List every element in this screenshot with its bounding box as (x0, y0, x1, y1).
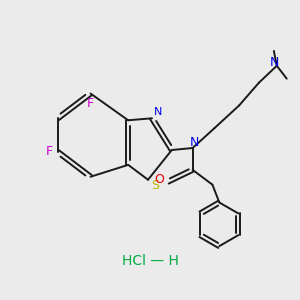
Text: O: O (154, 173, 164, 186)
Text: N: N (270, 56, 280, 69)
Text: N: N (190, 136, 199, 148)
Text: S: S (151, 179, 159, 192)
Text: F: F (45, 146, 52, 158)
Text: F: F (87, 97, 94, 110)
Text: HCl — H: HCl — H (122, 254, 178, 268)
Text: N: N (154, 107, 162, 117)
